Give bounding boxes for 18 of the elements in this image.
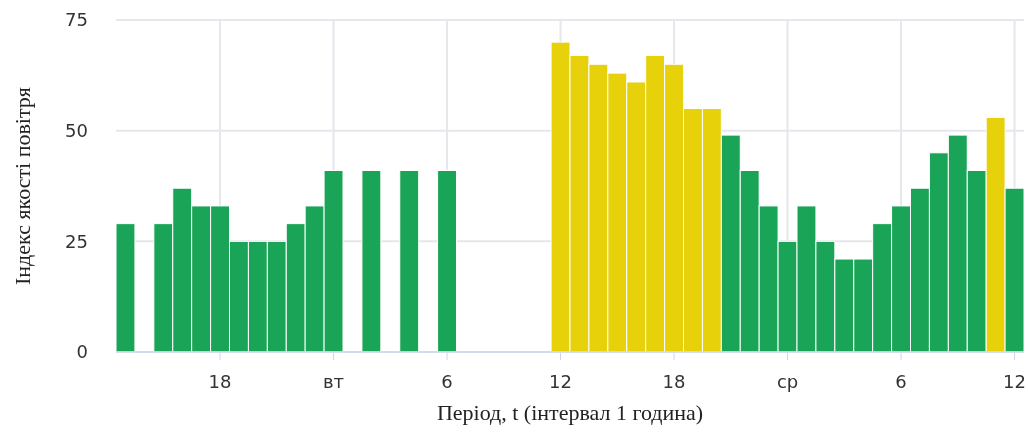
x-tick-label: 12 [549, 371, 572, 392]
x-tick-label: 18 [208, 371, 232, 392]
x-tick-label: 6 [895, 371, 907, 392]
bar [437, 170, 457, 353]
x-tick-label: вт [322, 371, 345, 392]
x-tick-label: 12 [1003, 371, 1026, 392]
y-tick-label: 75 [65, 9, 88, 31]
x-tick-label: 6 [441, 371, 453, 392]
y-axis-title: Індекс якості повітря [10, 87, 35, 285]
bar [361, 170, 382, 353]
y-tick-label: 25 [65, 230, 88, 252]
x-tick-label: 18 [662, 371, 686, 392]
x-axis-title: Період, t (інтервал 1 година) [436, 400, 704, 425]
bar [399, 170, 420, 353]
x-tick-label: ср [776, 371, 799, 392]
y-tick-label: 50 [65, 119, 88, 141]
bar [115, 223, 136, 353]
y-tick-label: 0 [76, 341, 88, 363]
